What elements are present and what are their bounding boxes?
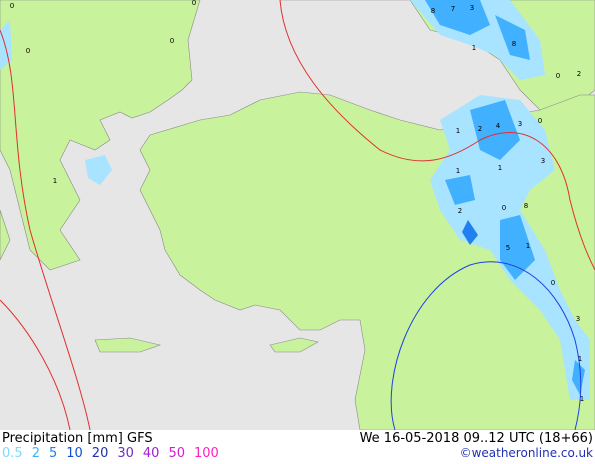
precip-value: 1 [53,177,57,185]
precip-value: 8 [524,202,528,210]
precip-value: 1 [578,355,582,363]
footer: Precipitation [mm] GFS We 16-05-2018 09.… [0,430,595,461]
legend-label: 30 [117,446,134,460]
legend-label: 20 [92,446,109,460]
precip-value: 3 [518,120,522,128]
precip-value: 5 [506,244,510,252]
legend-label: 100 [194,446,219,460]
credit: ©weatheronline.co.uk [460,446,593,460]
legend-label: 50 [168,446,185,460]
precipitation [0,0,590,400]
legend-label: 5 [49,446,57,460]
precip-value: 2 [478,125,482,133]
precip-value: 0 [556,72,560,80]
map-labels: 0 0 0 0 8 7 3 1 8 0 2 0 1 2 4 3 3 1 1 2 0 8 5 1 0 3 1 1 1 [10,0,584,403]
isobar [0,299,71,431]
precip-value: 1 [498,164,502,172]
precip-value: 8 [512,40,516,48]
precip-value: 0 [26,47,30,55]
precip-value: 1 [580,395,584,403]
precip-value: 1 [526,242,530,250]
precip-value: 0 [502,204,506,212]
precip-value: 8 [431,7,435,15]
precip-value: 7 [451,5,455,13]
precip-value: 0 [192,0,196,7]
precip-value: 4 [496,122,501,130]
precip-value: 1 [472,44,476,52]
isobar [0,29,91,431]
precip-value: 2 [577,70,581,78]
legend-label: 2 [32,446,40,460]
precip-value: 0 [551,279,555,287]
precip-value: 3 [541,157,545,165]
isobar [390,261,582,431]
title: Precipitation [mm] GFS [2,431,153,446]
precip-value: 1 [456,167,460,175]
precip-value: 1 [456,127,460,135]
valid-time: We 16-05-2018 09..12 UTC (18+66) [360,431,593,446]
legend-label: 10 [66,446,83,460]
footer-bg [0,430,595,460]
legend: 0.5 2 5 10 20 30 40 50 100 [2,446,219,461]
legend-label: 40 [143,446,160,460]
precip-value: 2 [458,207,462,215]
precip-value: 3 [470,4,474,12]
precip-value: 0 [10,2,14,10]
precip-value: 0 [170,37,174,45]
precip-value: 3 [576,315,580,323]
precip-value: 0 [538,117,542,125]
legend-label: 0.5 [2,446,23,460]
isobar [279,0,595,271]
